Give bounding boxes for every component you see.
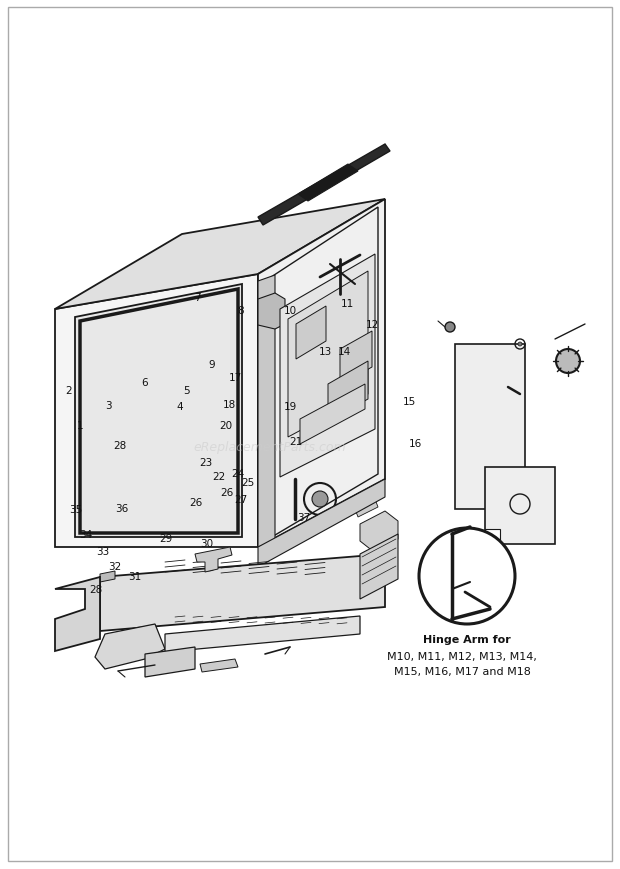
Circle shape [445, 322, 455, 333]
Polygon shape [258, 145, 390, 226]
Text: M15, M16, M17 and M18: M15, M16, M17 and M18 [394, 667, 531, 676]
Text: 7: 7 [194, 292, 200, 302]
Text: 12: 12 [365, 319, 379, 329]
Polygon shape [280, 255, 375, 477]
Polygon shape [360, 512, 398, 553]
Text: 34: 34 [79, 529, 92, 540]
Polygon shape [298, 165, 358, 202]
Text: 31: 31 [128, 571, 142, 581]
Polygon shape [55, 200, 385, 309]
Text: 3: 3 [105, 401, 112, 411]
Polygon shape [100, 554, 385, 631]
Text: 20: 20 [219, 421, 233, 431]
Polygon shape [195, 547, 232, 573]
Text: 27: 27 [234, 494, 247, 505]
Text: 23: 23 [199, 457, 213, 468]
Text: 16: 16 [409, 438, 422, 448]
Text: 35: 35 [69, 504, 83, 514]
Text: 9: 9 [209, 360, 215, 370]
Text: 25: 25 [241, 477, 255, 488]
Text: 24: 24 [231, 468, 245, 479]
Circle shape [312, 492, 328, 507]
Polygon shape [95, 624, 165, 669]
Text: 1: 1 [78, 421, 84, 431]
Polygon shape [355, 500, 378, 517]
Text: 4: 4 [177, 401, 183, 412]
Polygon shape [288, 272, 368, 437]
Text: 8: 8 [237, 306, 244, 316]
Text: M10, M11, M12, M13, M14,: M10, M11, M12, M13, M14, [387, 651, 537, 661]
Text: 5: 5 [183, 386, 189, 396]
Text: 2: 2 [65, 386, 71, 396]
Polygon shape [165, 616, 360, 653]
Polygon shape [75, 285, 242, 537]
Polygon shape [258, 275, 275, 547]
Polygon shape [258, 480, 385, 567]
Text: 26: 26 [220, 488, 234, 498]
Polygon shape [485, 468, 555, 544]
Text: 37: 37 [297, 512, 311, 522]
Polygon shape [340, 332, 372, 386]
Text: 33: 33 [96, 547, 110, 557]
Text: 21: 21 [290, 436, 303, 447]
Text: 32: 32 [108, 561, 122, 572]
Text: 14: 14 [337, 347, 351, 357]
Text: 28: 28 [89, 584, 103, 594]
Circle shape [556, 349, 580, 374]
Polygon shape [258, 200, 385, 547]
Text: 18: 18 [223, 399, 236, 409]
Polygon shape [300, 385, 365, 444]
Text: 15: 15 [402, 396, 416, 407]
Text: 30: 30 [200, 538, 213, 548]
Polygon shape [485, 529, 500, 544]
Polygon shape [360, 534, 398, 600]
Circle shape [518, 342, 522, 347]
Text: 11: 11 [340, 299, 354, 309]
Text: eReplacementParts.com: eReplacementParts.com [193, 441, 347, 454]
Text: 6: 6 [141, 377, 148, 388]
Polygon shape [296, 307, 326, 360]
Text: 28: 28 [113, 441, 127, 451]
Polygon shape [145, 647, 195, 677]
Text: 26: 26 [189, 497, 203, 507]
Text: 29: 29 [159, 534, 173, 544]
Text: Hinge Arm for: Hinge Arm for [423, 634, 511, 644]
Polygon shape [100, 571, 115, 582]
Circle shape [419, 528, 515, 624]
Polygon shape [258, 294, 285, 329]
Polygon shape [200, 660, 238, 673]
Text: 19: 19 [283, 401, 297, 412]
Polygon shape [55, 275, 258, 547]
Text: 22: 22 [212, 471, 226, 481]
Polygon shape [328, 362, 368, 421]
Text: 17: 17 [229, 373, 242, 383]
Text: 10: 10 [283, 306, 297, 316]
Text: 13: 13 [319, 347, 332, 357]
Polygon shape [455, 345, 525, 509]
Text: 36: 36 [115, 503, 128, 514]
Polygon shape [320, 500, 355, 524]
Polygon shape [55, 577, 100, 651]
